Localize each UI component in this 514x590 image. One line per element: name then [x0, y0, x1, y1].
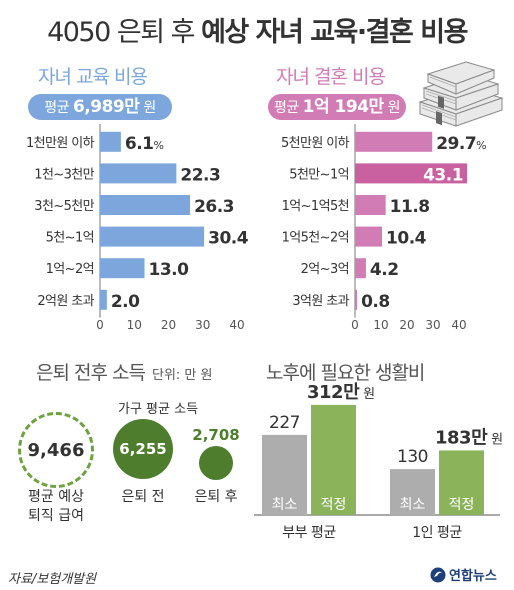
living-cost-bar: [262, 434, 307, 515]
before-retirement-caption: 은퇴 전: [121, 489, 165, 505]
marriage-value-label: 29.7%: [436, 134, 486, 154]
title-part1: 4050 은퇴 후: [47, 17, 195, 48]
marriage-value-label: 43.1: [423, 165, 463, 185]
marriage-tick-label: 30: [425, 318, 440, 332]
before-retirement-value: 6,255: [119, 440, 167, 458]
living-cost-value-label: 312만 원: [307, 382, 375, 403]
yonhap-logo: 연합뉴스: [430, 565, 497, 584]
education-value-label: 6.1%: [125, 134, 164, 154]
marriage-category-label: 2억~3억: [301, 262, 349, 277]
severance-value: 9,466: [27, 439, 85, 461]
education-tick-label: 40: [229, 318, 244, 332]
after-retirement-caption: 은퇴 후: [194, 489, 238, 505]
marriage-title: 자녀 결혼 비용: [276, 66, 386, 88]
marriage-category-label: 3억원 초과: [292, 294, 349, 309]
income-title: 은퇴 전후 소득: [36, 362, 146, 384]
living-cost-category-label: 부부 평균: [282, 525, 336, 541]
marriage-value-label: 10.4: [386, 229, 427, 249]
page-title: 4050 은퇴 후 예상 자녀 교육·결혼 비용: [0, 10, 514, 49]
title-part2: 예상 자녀 교육·결혼 비용: [201, 17, 468, 48]
living-cost-title: 노후에 필요한 생활비: [266, 362, 425, 384]
marriage-bar: [355, 289, 358, 310]
after-retirement-circle: [199, 446, 233, 480]
marriage-bar: [355, 226, 383, 247]
marriage-percent-sign: %: [476, 139, 486, 152]
education-bar: [100, 131, 121, 152]
marriage-value-label: 0.8: [361, 292, 390, 312]
living-cost-value-label: 227: [269, 413, 300, 433]
living-cost-series-label: 적정: [321, 497, 347, 513]
education-title: 자녀 교육 비용: [38, 66, 148, 88]
yonhap-logo-icon: [430, 567, 446, 582]
marriage-category-label: 1억5천~2억: [282, 231, 349, 246]
income-unit-note: 단위: 만 원: [152, 368, 213, 383]
education-category-label: 1천만원 이하: [26, 136, 95, 151]
living-cost-unit: 원: [491, 432, 502, 447]
marriage-value-label: 11.8: [390, 197, 430, 217]
marriage-bar: [355, 195, 386, 215]
living-cost-value-label: 183만 원: [435, 427, 503, 448]
education-bar: [100, 226, 205, 247]
marriage-bar: [355, 258, 366, 279]
education-percent-sign: %: [154, 139, 164, 152]
living-cost-series-label: 최소: [400, 497, 426, 513]
money-stack-icon: [418, 61, 504, 127]
marriage-tick-label: 10: [373, 318, 388, 332]
education-category-label: 5천~1억: [46, 231, 94, 246]
education-bar: [100, 195, 191, 215]
living-cost-category-label: 1인 평균: [412, 525, 462, 541]
education-value-label: 22.3: [180, 165, 220, 185]
education-tick-label: 20: [161, 318, 176, 332]
marriage-bar: [355, 131, 433, 152]
education-bar: [100, 258, 145, 279]
severance-caption: 평균 예상 퇴직 급여: [28, 489, 84, 524]
marriage-tick-label: 20: [399, 318, 414, 332]
marriage-bar: [355, 163, 468, 184]
education-category-label: 1천~3천만: [34, 167, 94, 182]
marriage-value-label: 4.2: [370, 260, 399, 280]
education-value-label: 26.3: [194, 197, 234, 217]
marriage-tick-label: 0: [351, 318, 359, 332]
education-tick-label: 30: [195, 318, 210, 332]
education-bar: [100, 163, 177, 184]
education-value-label: 2.0: [111, 292, 140, 312]
living-cost-bar: [390, 469, 435, 515]
marriage-tick-label: 40: [451, 318, 466, 332]
education-value-label: 30.4: [208, 229, 249, 249]
marriage-category-label: 5천만~1억: [289, 167, 349, 182]
living-cost-unit: 원: [363, 387, 374, 402]
education-tick-label: 0: [96, 318, 104, 332]
marriage-average-badge: 평균 1억 194만 원: [268, 94, 406, 120]
education-bar: [100, 289, 107, 310]
marriage-category-label: 1억~1억5천: [282, 199, 349, 214]
living-cost-value-label: 130: [397, 447, 428, 467]
education-average-badge: 평균 6,989만 원: [28, 94, 172, 120]
source-note: 자료/보험개발원: [8, 572, 97, 587]
education-value-label: 13.0: [149, 260, 190, 280]
yonhap-logo-text: 연합뉴스: [449, 569, 497, 584]
before-retirement-circle: 6,255: [113, 419, 173, 479]
household-income-title: 가구 평균 소득: [118, 402, 199, 417]
marriage-category-label: 5천만원 이하: [281, 136, 350, 151]
education-tick-label: 10: [127, 318, 142, 332]
after-retirement-value: 2,708: [192, 426, 240, 444]
severance-circle: 9,466: [18, 412, 94, 488]
living-cost-bar: [311, 404, 356, 515]
education-category-label: 3천~5천만: [34, 199, 94, 214]
living-cost-series-label: 적정: [449, 497, 475, 513]
education-category-label: 1억~2억: [46, 262, 94, 277]
living-cost-bar: [439, 450, 484, 515]
living-cost-series-label: 최소: [272, 497, 298, 513]
education-category-label: 2억원 초과: [37, 294, 94, 309]
